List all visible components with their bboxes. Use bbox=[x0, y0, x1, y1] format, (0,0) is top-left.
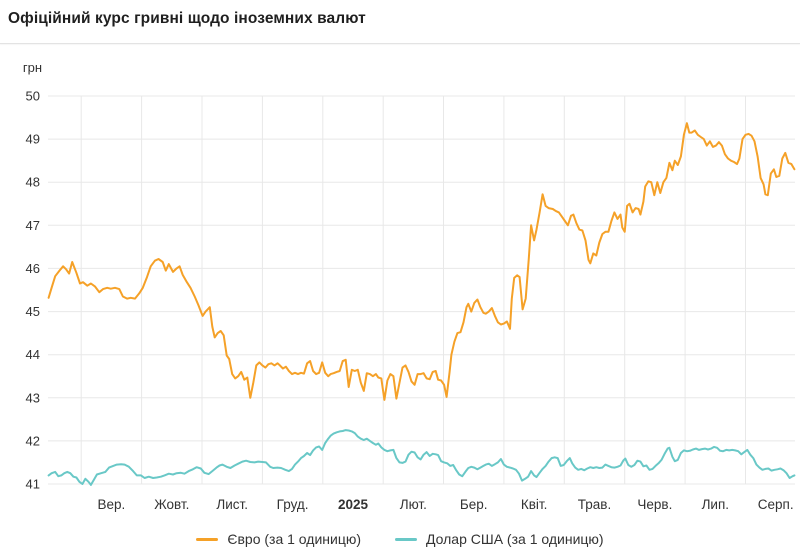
x-tick-label: 2025 bbox=[338, 497, 369, 512]
x-tick-label: Квіт. bbox=[521, 497, 547, 512]
y-tick-label: 44 bbox=[26, 347, 40, 362]
y-tick-label: 46 bbox=[26, 261, 40, 276]
x-tick-label: Черв. bbox=[637, 497, 672, 512]
page-title: Офіційний курс гривні щодо іноземних вал… bbox=[8, 10, 366, 27]
legend-label-euro: Євро (за 1 одиницю) bbox=[227, 531, 362, 547]
legend-swatch-usd-icon bbox=[395, 537, 418, 541]
header: Офіційний курс гривні щодо іноземних вал… bbox=[0, 0, 800, 43]
x-tick-label: Груд. bbox=[277, 497, 309, 512]
chart-legend: Євро (за 1 одиницю) Долар США (за 1 один… bbox=[0, 524, 800, 554]
x-tick-label: Лип. bbox=[702, 497, 729, 512]
x-tick-label: Трав. bbox=[578, 497, 611, 512]
legend-item-euro[interactable]: Євро (за 1 одиницю) bbox=[196, 531, 361, 547]
y-tick-label: 42 bbox=[26, 433, 40, 448]
y-tick-label: 48 bbox=[26, 175, 40, 190]
header-divider bbox=[0, 43, 800, 44]
legend-label-usd: Долар США (за 1 одиницю) bbox=[426, 531, 604, 547]
x-tick-label: Жовт. bbox=[154, 497, 189, 512]
exchange-rate-chart[interactable]: 41 42 43 44 45 46 47 48 49 50 Вер. Жовт. Лист. Груд. 2… bbox=[0, 46, 800, 520]
y-tick-label: 47 bbox=[26, 218, 40, 233]
y-tick-label: 45 bbox=[26, 304, 40, 319]
y-tick-label: 49 bbox=[26, 132, 40, 147]
y-tick-label: 50 bbox=[26, 89, 40, 104]
x-tick-label: Вер. bbox=[98, 497, 126, 512]
x-tick-label: Серп. bbox=[758, 497, 794, 512]
x-tick-label: Лют. bbox=[400, 497, 427, 512]
x-tick-label: Лист. bbox=[216, 497, 248, 512]
y-tick-label: 41 bbox=[26, 477, 40, 492]
x-tick-label: Бер. bbox=[460, 497, 488, 512]
y-axis-unit-label: грн bbox=[23, 60, 42, 75]
series-line-usd[interactable] bbox=[47, 429, 796, 486]
legend-swatch-euro-icon bbox=[196, 537, 219, 541]
series-line-euro[interactable] bbox=[47, 122, 796, 401]
legend-item-usd[interactable]: Долар США (за 1 одиницю) bbox=[395, 531, 604, 547]
y-tick-label: 43 bbox=[26, 390, 40, 405]
